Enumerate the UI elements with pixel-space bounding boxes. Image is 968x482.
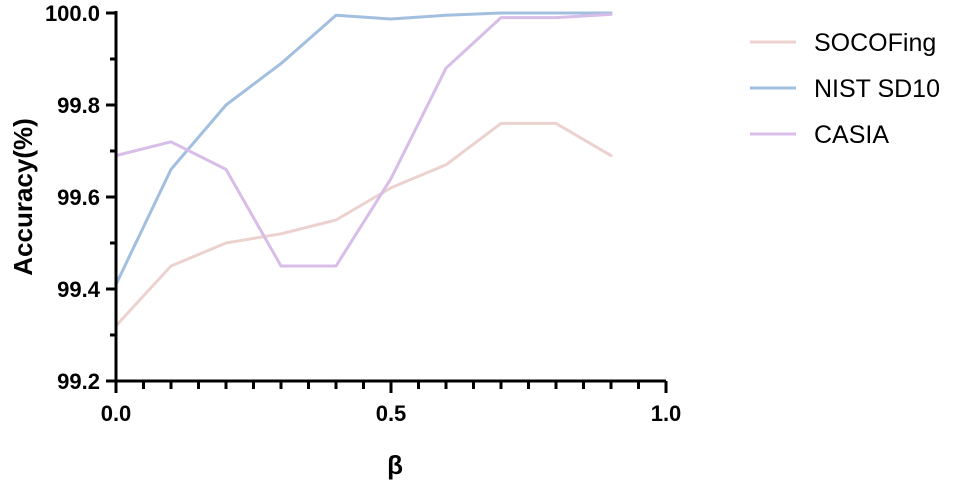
legend-label: SOCOFing xyxy=(814,29,936,57)
y-tick-label: 99.8 xyxy=(57,93,100,118)
legend: SOCOFing NIST SD10 CASIA xyxy=(750,29,940,149)
legend-label: NIST SD10 xyxy=(814,75,940,103)
y-tick-label: 99.4 xyxy=(57,277,101,302)
ticks-layer: 99.2 99.4 99.6 99.8 100.0 0.0 0.5 1.0 xyxy=(45,1,681,426)
legend-label: CASIA xyxy=(814,121,889,149)
series-line-nist-sd10 xyxy=(114,11,613,286)
y-tick-label: 99.6 xyxy=(57,185,100,210)
y-tick-label: 100.0 xyxy=(45,1,100,26)
series-line-casia xyxy=(114,12,613,268)
series-layer xyxy=(114,11,613,328)
series-line-socofing xyxy=(114,121,613,328)
axes-layer xyxy=(114,11,666,383)
y-tick-label: 99.2 xyxy=(57,369,100,394)
x-tick-label: 0.5 xyxy=(376,401,407,426)
x-tick-label: 0.0 xyxy=(101,401,132,426)
x-tick-label: 1.0 xyxy=(651,401,682,426)
y-axis-title: Accuracy(%) xyxy=(8,118,38,276)
x-axis-title: β xyxy=(387,450,403,480)
